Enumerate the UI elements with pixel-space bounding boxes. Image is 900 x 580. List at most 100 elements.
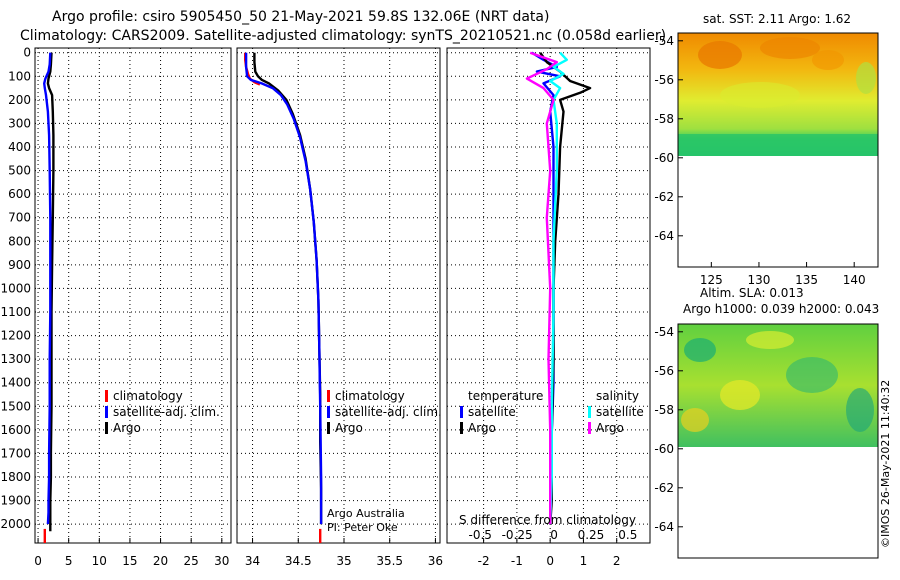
y-tick-label: 300 — [8, 116, 31, 130]
y-tick-label: 800 — [8, 234, 31, 248]
sst-warm-patch — [812, 50, 844, 70]
legend-label-argo: Argo — [335, 421, 363, 435]
secondary-x-tick-label: 0.25 — [578, 528, 605, 542]
header-subtitle: Climatology: CARS2009. Satellite-adjuste… — [20, 28, 666, 44]
legend-label-climatology: climatology — [335, 389, 405, 403]
y-tick-label: 1100 — [0, 305, 31, 319]
difference-series — [525, 51, 592, 525]
y-tick-label: 100 — [8, 69, 31, 83]
salinity-series — [243, 52, 323, 543]
legend-swatch-climatology — [105, 390, 108, 402]
legend-swatch-climatology — [327, 390, 330, 402]
difference-legend: temperature satellite Argo salinity sate… — [460, 389, 644, 435]
x-tick-label: 25 — [184, 554, 199, 568]
legend-swatch-satellite — [327, 406, 330, 418]
x-tick-label: 2 — [613, 554, 621, 568]
y-tick-label: 1300 — [0, 352, 31, 366]
sla-low-patch — [786, 357, 838, 393]
series-line-satellite-adj-clim- — [244, 52, 323, 525]
y-tick-label: 500 — [8, 164, 31, 178]
secondary-x-tick-label: -0.25 — [502, 528, 533, 542]
x-tick-label: -2 — [478, 554, 490, 568]
legend-swatch-sal-satellite — [588, 406, 591, 418]
y-tick-label: 400 — [8, 140, 31, 154]
sla-map-title: Altim. SLA: 0.013 — [700, 286, 804, 300]
sla-low-patch — [684, 338, 716, 362]
sst-heatmap-texture — [678, 37, 878, 156]
legend-title-salinity: salinity — [596, 389, 639, 403]
legend-title-temperature: temperature — [468, 389, 543, 403]
y-tick-label: 0 — [23, 46, 31, 60]
y-tick-label: 1000 — [0, 281, 31, 295]
map-x-tick-label: 125 — [700, 273, 723, 287]
map-y-tick-label: -58 — [654, 403, 674, 417]
map-y-tick-label: -60 — [654, 442, 674, 456]
difference-grid — [447, 48, 650, 543]
sla-map-frame — [677, 323, 879, 559]
y-tick-label: 1700 — [0, 446, 31, 460]
difference-axes-frame — [446, 47, 651, 544]
series-line-salinity-argo — [525, 51, 558, 525]
difference-x-ticks: -2 -1 0 1 2 — [478, 538, 621, 568]
sst-cool-patch — [856, 62, 876, 94]
salinity-grid — [237, 48, 440, 543]
sla-heatmap-texture — [681, 331, 874, 432]
sst-map-y-ticks: -54 -56 -58 -60 -62 -64 — [654, 34, 683, 243]
legend-label-temp-satellite: satellite — [468, 405, 516, 419]
map-y-tick-label: -62 — [654, 481, 674, 495]
y-tick-label: 1200 — [0, 329, 31, 343]
temperature-y-ticks: 0 100 200 300 400 500 600 700 800 900 1000 1100 1200… — [0, 46, 31, 531]
legend-label-climatology: climatology — [113, 389, 183, 403]
sla-high-patch — [681, 408, 709, 432]
difference-secondary-x-ticks: -0.5 -0.25 0 0.25 0.5 — [469, 528, 638, 542]
map-y-tick-label: -60 — [654, 151, 674, 165]
x-tick-label: 36 — [428, 554, 443, 568]
series-line-satellite-adj-clim- — [43, 52, 52, 525]
legend-swatch-argo — [327, 422, 330, 434]
secondary-x-tick-label: -0.5 — [469, 528, 492, 542]
map-y-tick-label: -64 — [654, 520, 674, 534]
sst-map-panel: sat. SST: 2.11 Argo: 1.62 125 130 135 140 -… — [654, 12, 879, 287]
credit-argo-australia: Argo Australia — [327, 507, 405, 520]
legend-swatch-temp-argo — [460, 422, 463, 434]
y-tick-label: 2000 — [0, 517, 31, 531]
x-tick-label: 34 — [245, 554, 260, 568]
y-tick-label: 700 — [8, 211, 31, 225]
credit-pi: PI: Peter Oke — [327, 521, 398, 534]
sst-warm-patch — [760, 37, 820, 59]
temperature-axes-frame — [34, 47, 232, 544]
map-x-tick-label: 130 — [747, 273, 770, 287]
y-tick-label: 1900 — [0, 494, 31, 508]
legend-label-satellite: satellite-adj. clim. — [335, 405, 442, 419]
temperature-series — [43, 52, 55, 543]
temperature-legend: climatology satellite-adj. clim. Argo — [105, 389, 220, 435]
legend-label-satellite: satellite-adj. clim. — [113, 405, 220, 419]
x-tick-label: 30 — [214, 554, 229, 568]
sla-high-patch — [720, 380, 760, 410]
sst-cool-patch — [720, 82, 800, 108]
sst-map-frame — [677, 32, 879, 268]
x-tick-label: 10 — [92, 554, 107, 568]
series-line-argo — [253, 52, 323, 525]
salinity-axes-frame — [236, 47, 441, 544]
y-tick-label: 1800 — [0, 470, 31, 484]
sla-high-patch — [746, 331, 794, 349]
temperature-x-ticks: 0 5 10 15 20 25 30 — [34, 538, 229, 568]
legend-label-sal-satellite: satellite — [596, 405, 644, 419]
map-x-tick-label: 135 — [795, 273, 818, 287]
x-tick-label: 35.5 — [376, 554, 403, 568]
sst-cold-band — [678, 134, 878, 156]
sst-map-title: sat. SST: 2.11 Argo: 1.62 — [703, 12, 851, 26]
x-tick-label: 5 — [65, 554, 73, 568]
map-y-tick-label: -58 — [654, 112, 674, 126]
difference-panel: -2 -1 0 1 2 -0.5 -0.25 0 0.25 0.5 S difference f… — [446, 47, 651, 568]
map-y-tick-label: -62 — [654, 190, 674, 204]
sst-map-x-ticks: 125 130 135 140 — [700, 262, 866, 287]
y-tick-label: 1400 — [0, 376, 31, 390]
legend-label-sal-argo: Argo — [596, 421, 624, 435]
x-tick-label: -1 — [511, 554, 523, 568]
temperature-grid — [35, 48, 231, 543]
series-line-argo — [46, 52, 55, 532]
sst-warm-patch — [698, 41, 742, 69]
